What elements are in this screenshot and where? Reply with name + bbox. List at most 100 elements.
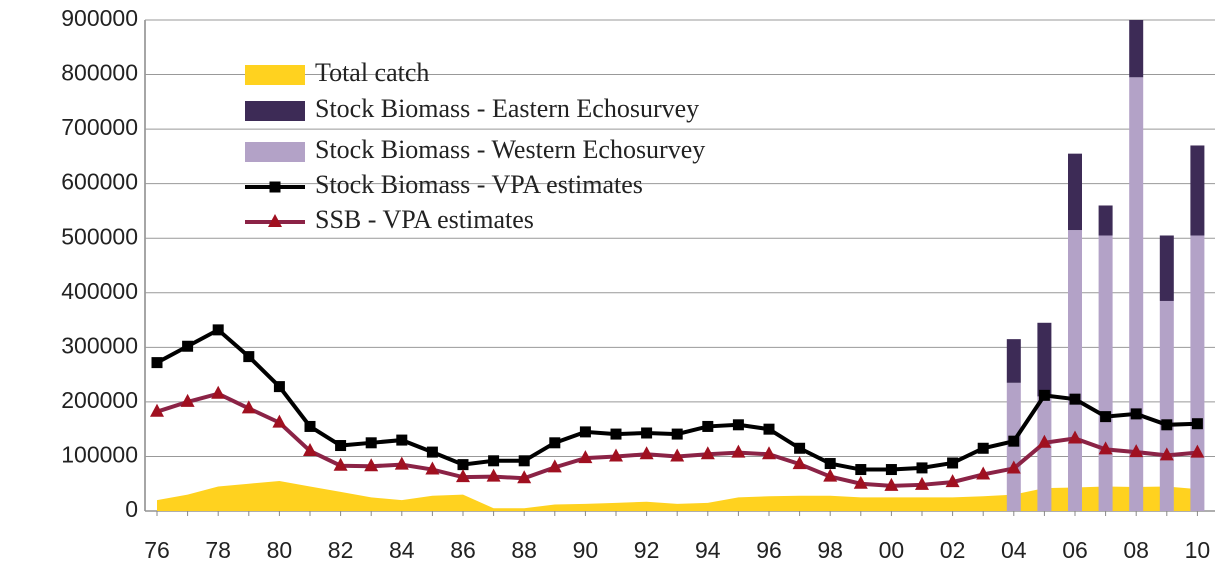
x-tick-label: 08 bbox=[1123, 537, 1149, 563]
marker bbox=[579, 426, 591, 438]
marker bbox=[1161, 419, 1173, 431]
y-tick-label: 800000 bbox=[61, 60, 138, 86]
y-tick-label: 0 bbox=[125, 496, 138, 522]
bar bbox=[1037, 396, 1052, 511]
marker bbox=[639, 446, 654, 460]
marker bbox=[151, 357, 163, 369]
marker bbox=[853, 475, 868, 489]
bar bbox=[1006, 382, 1021, 511]
x-tick-label: 88 bbox=[511, 537, 537, 563]
bar bbox=[1159, 235, 1174, 301]
marker bbox=[150, 403, 164, 417]
marker bbox=[180, 393, 195, 407]
x-tick-label: 98 bbox=[817, 537, 843, 563]
x-tick-label: 86 bbox=[450, 537, 476, 563]
area bbox=[157, 480, 1198, 511]
x-tick-label: 82 bbox=[328, 537, 354, 563]
marker bbox=[762, 446, 776, 460]
marker bbox=[670, 448, 685, 462]
marker bbox=[549, 437, 561, 449]
y-tick-label: 200000 bbox=[61, 387, 138, 413]
marker bbox=[855, 464, 867, 476]
marker bbox=[547, 459, 562, 473]
marker bbox=[884, 477, 899, 491]
x-tick-label: 78 bbox=[205, 537, 231, 563]
marker bbox=[335, 440, 347, 452]
y-tick-label: 600000 bbox=[61, 169, 138, 195]
marker bbox=[1191, 418, 1203, 430]
marker bbox=[241, 400, 256, 414]
marker bbox=[976, 466, 991, 480]
legend-swatch bbox=[245, 101, 305, 121]
bar bbox=[1006, 339, 1021, 383]
bar bbox=[1098, 205, 1113, 236]
marker bbox=[365, 437, 377, 449]
x-tick-label: 02 bbox=[940, 537, 966, 563]
x-tick-label: 84 bbox=[389, 537, 415, 563]
marker bbox=[763, 423, 775, 435]
marker bbox=[1190, 444, 1205, 458]
y-tick-label: 500000 bbox=[61, 223, 138, 249]
legend-label: Stock Biomass - Eastern Echosurvey bbox=[315, 94, 699, 123]
marker bbox=[364, 458, 379, 472]
marker bbox=[394, 456, 409, 470]
legend-swatch bbox=[245, 142, 305, 162]
marker bbox=[885, 464, 897, 476]
x-tick-label: 80 bbox=[267, 537, 293, 563]
legend-label: Stock Biomass - Western Echosurvey bbox=[315, 135, 705, 164]
y-tick-label: 900000 bbox=[61, 5, 138, 31]
y-tick-label: 100000 bbox=[61, 442, 138, 468]
marker bbox=[1068, 430, 1082, 444]
marker bbox=[243, 351, 255, 363]
x-tick-label: 92 bbox=[634, 537, 660, 563]
y-tick-label: 400000 bbox=[61, 278, 138, 304]
marker bbox=[518, 455, 530, 467]
marker bbox=[273, 381, 285, 393]
bar bbox=[1190, 145, 1205, 236]
marker bbox=[794, 442, 806, 454]
marker bbox=[792, 456, 807, 470]
legend-marker bbox=[268, 214, 282, 227]
marker bbox=[641, 427, 653, 439]
bar bbox=[1190, 235, 1205, 511]
marker bbox=[486, 468, 501, 482]
marker bbox=[824, 458, 836, 470]
marker bbox=[610, 428, 622, 440]
marker bbox=[1098, 441, 1113, 455]
marker bbox=[731, 444, 746, 458]
marker bbox=[333, 457, 348, 471]
bar bbox=[1129, 20, 1144, 78]
legend-label: Stock Biomass - VPA estimates bbox=[315, 170, 643, 199]
marker bbox=[1006, 460, 1021, 474]
bar bbox=[1129, 77, 1144, 512]
marker bbox=[272, 414, 287, 428]
legend-label: SSB - VPA estimates bbox=[315, 205, 534, 234]
marker bbox=[457, 459, 469, 471]
marker bbox=[211, 385, 226, 399]
marker bbox=[1130, 408, 1142, 420]
bar bbox=[1068, 230, 1082, 512]
marker bbox=[303, 442, 317, 456]
marker bbox=[702, 420, 714, 432]
y-tick-label: 300000 bbox=[61, 332, 138, 358]
marker bbox=[1008, 435, 1020, 447]
legend-marker bbox=[269, 181, 281, 193]
marker bbox=[456, 469, 470, 483]
marker bbox=[945, 474, 960, 488]
marker bbox=[671, 428, 683, 440]
x-tick-label: 96 bbox=[756, 537, 782, 563]
marker bbox=[947, 457, 959, 469]
bar bbox=[1098, 235, 1113, 511]
marker bbox=[609, 448, 623, 462]
marker bbox=[425, 461, 440, 475]
bar bbox=[1037, 322, 1052, 397]
marker bbox=[426, 446, 438, 458]
marker bbox=[915, 476, 929, 490]
marker bbox=[977, 442, 989, 454]
x-tick-label: 04 bbox=[1001, 537, 1027, 563]
bar bbox=[1068, 153, 1082, 231]
marker bbox=[1069, 393, 1081, 405]
x-tick-label: 00 bbox=[879, 537, 905, 563]
marker bbox=[1100, 411, 1112, 423]
